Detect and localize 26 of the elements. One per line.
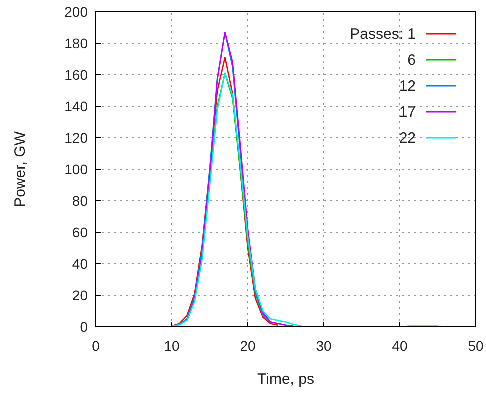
y-tick-label: 140 (64, 98, 88, 114)
x-tick-label: 0 (92, 338, 100, 354)
x-tick-label: 50 (468, 338, 484, 354)
x-axis-title: Time, ps (258, 371, 314, 388)
x-tick-label: 10 (164, 338, 180, 354)
line-series (209, 72, 272, 323)
line-series (186, 32, 287, 326)
y-axis-title: Power, GW (12, 130, 29, 208)
y-tick-label: 60 (72, 224, 88, 240)
x-tick-label: 40 (392, 338, 408, 354)
legend-label: Passes: 1 (350, 26, 416, 43)
legend-label: 17 (399, 104, 416, 121)
legend-label: 6 (408, 52, 416, 69)
y-tick-label: 20 (72, 288, 88, 304)
legend-label: 12 (399, 78, 416, 95)
y-tick-label: 200 (64, 4, 88, 20)
legend-label: 22 (399, 130, 416, 147)
x-tick-label: 20 (240, 338, 256, 354)
y-tick-label: 100 (64, 162, 88, 178)
x-tick-label: 30 (316, 338, 332, 354)
y-tick-label: 180 (64, 36, 88, 52)
y-tick-label: 80 (72, 193, 88, 209)
y-tick-label: 160 (64, 67, 88, 83)
y-tick-label: 120 (64, 130, 88, 146)
y-tick-label: 0 (80, 319, 88, 335)
y-tick-label: 40 (72, 256, 88, 272)
